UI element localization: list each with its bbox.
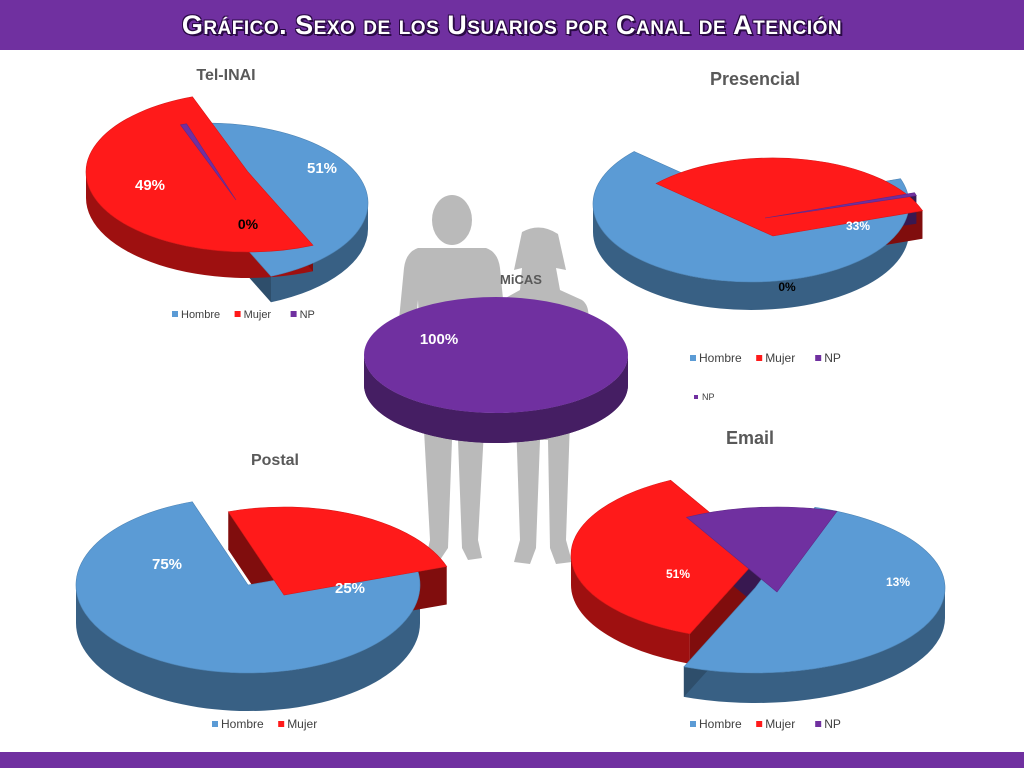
data-label-mujer: 51% bbox=[307, 160, 337, 177]
slice-top-hombre bbox=[683, 507, 946, 674]
legend-label-np: NP bbox=[824, 717, 841, 731]
title-banner: Gráfico. Sexo de los Usuarios por Canal … bbox=[0, 0, 1024, 50]
data-label-hombre: 75% bbox=[152, 556, 182, 573]
slice-side-hombre bbox=[76, 585, 420, 711]
legend-swatch-hombre bbox=[212, 721, 218, 727]
data-label-np: 13% bbox=[886, 575, 910, 589]
data-label-np: 0% bbox=[778, 280, 796, 294]
data-label-mujer: 36% bbox=[810, 487, 834, 501]
slice-tops bbox=[75, 501, 448, 674]
legend-swatch-hombre bbox=[690, 721, 696, 727]
legend-swatch-np bbox=[815, 355, 822, 361]
data-label-hombre: 51% bbox=[666, 567, 690, 581]
slice-tops bbox=[570, 479, 946, 674]
legend-swatch-np bbox=[815, 721, 822, 727]
chart-4: Email 51% 36% 13% Hombre Mujer NP bbox=[570, 428, 946, 731]
legend-swatch-hombre bbox=[690, 355, 696, 361]
slice-top-np bbox=[179, 123, 237, 201]
legend-swatch-np bbox=[290, 311, 297, 317]
chart-0: Tel-INAI 49% 51% 0% Hombre Mujer NP bbox=[85, 67, 369, 321]
chart-title: Postal bbox=[251, 452, 299, 469]
chart-title: Email bbox=[726, 428, 774, 448]
page-title: Gráfico. Sexo de los Usuarios por Canal … bbox=[181, 9, 843, 40]
slice-sides bbox=[364, 355, 628, 443]
legend-label-np: NP bbox=[824, 351, 841, 365]
slice-top-np bbox=[685, 506, 838, 593]
legend-label-hombre: Hombre bbox=[181, 309, 220, 321]
chart-1: Presencial 67% 33% 0% Hombre Mujer NP NP bbox=[592, 69, 923, 402]
slice-side-hombre bbox=[683, 588, 945, 704]
slice-tops bbox=[592, 151, 923, 283]
slice-top-np bbox=[364, 297, 628, 413]
chart-2: MiCAS 100% bbox=[364, 272, 628, 443]
data-label-np: 0% bbox=[238, 216, 259, 232]
slice-side-mujer bbox=[571, 555, 690, 664]
footer-bar bbox=[0, 752, 1024, 768]
slice-side-hombre bbox=[270, 203, 368, 303]
data-label-hombre: 67% bbox=[688, 153, 712, 167]
legend-label-np-extra: NP bbox=[702, 392, 715, 402]
legend-swatch-mujer bbox=[278, 721, 285, 727]
slice-side-hombre bbox=[593, 204, 909, 310]
legend-swatch-mujer bbox=[234, 311, 241, 317]
slice-side-mujer bbox=[86, 172, 313, 278]
legend-label-mujer: Mujer bbox=[287, 717, 317, 731]
slice-tops bbox=[85, 96, 369, 277]
data-label-np: 100% bbox=[420, 331, 458, 348]
chart-title: Tel-INAI bbox=[196, 67, 255, 84]
slice-top-mujer bbox=[85, 96, 314, 253]
chart-title: MiCAS bbox=[500, 272, 542, 287]
data-label-mujer: 25% bbox=[335, 580, 365, 597]
legend-label-hombre: Hombre bbox=[699, 717, 742, 731]
legend-label-mujer: Mujer bbox=[244, 309, 272, 321]
legend-swatch-np-extra bbox=[694, 395, 698, 399]
slice-side-np bbox=[364, 355, 628, 443]
slice-top-hombre bbox=[75, 501, 421, 674]
legend-label-np: NP bbox=[300, 309, 315, 321]
chart-3: Postal 75% 25% Hombre Mujer bbox=[75, 452, 448, 731]
slice-top-mujer bbox=[655, 157, 923, 237]
data-label-hombre: 49% bbox=[135, 177, 165, 194]
legend-swatch-mujer bbox=[756, 355, 763, 361]
legend-swatch-hombre bbox=[172, 311, 178, 317]
legend-label-mujer: Mujer bbox=[765, 717, 795, 731]
man-head bbox=[432, 195, 472, 245]
slice-top-mujer bbox=[227, 506, 448, 596]
slice-top-np bbox=[764, 192, 917, 219]
slice-tops bbox=[364, 297, 628, 413]
legend-label-hombre: Hombre bbox=[221, 717, 264, 731]
data-label-mujer: 33% bbox=[846, 219, 870, 233]
legend-label-mujer: Mujer bbox=[765, 351, 795, 365]
chart-title: Presencial bbox=[710, 69, 800, 89]
legend-swatch-mujer bbox=[756, 721, 763, 727]
legend-label-hombre: Hombre bbox=[699, 351, 742, 365]
